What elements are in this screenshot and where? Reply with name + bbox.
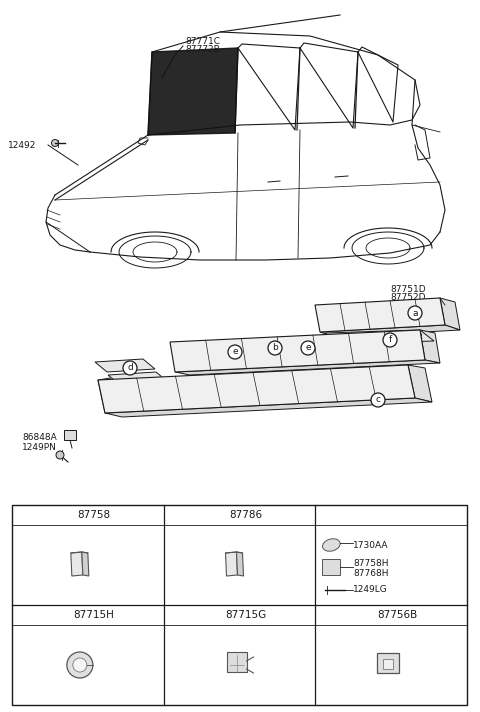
- Text: 87756G: 87756G: [388, 342, 424, 350]
- Text: c: c: [375, 395, 381, 404]
- Text: 87721N: 87721N: [328, 385, 363, 394]
- Polygon shape: [175, 360, 440, 375]
- Text: 87758H: 87758H: [353, 560, 389, 568]
- Circle shape: [67, 652, 93, 678]
- Text: 87755B: 87755B: [388, 333, 423, 342]
- Polygon shape: [148, 48, 238, 135]
- Circle shape: [123, 361, 137, 375]
- Text: e: e: [305, 343, 311, 352]
- Polygon shape: [325, 330, 434, 344]
- Text: 87786: 87786: [229, 510, 262, 520]
- Text: 87715H: 87715H: [73, 610, 114, 620]
- Circle shape: [15, 508, 28, 521]
- Text: b: b: [171, 511, 176, 520]
- Polygon shape: [95, 359, 155, 372]
- FancyBboxPatch shape: [377, 653, 399, 673]
- Text: 1730AA: 1730AA: [353, 540, 389, 550]
- FancyBboxPatch shape: [383, 659, 393, 669]
- Circle shape: [301, 341, 315, 355]
- Text: 87758: 87758: [77, 510, 110, 520]
- Text: 87711B: 87711B: [188, 355, 223, 365]
- Polygon shape: [71, 552, 83, 576]
- Text: d: d: [19, 610, 24, 619]
- Text: e: e: [232, 347, 238, 357]
- Polygon shape: [208, 342, 275, 356]
- Text: 87722N: 87722N: [328, 394, 363, 402]
- Text: 87715G: 87715G: [225, 610, 266, 620]
- FancyBboxPatch shape: [323, 559, 340, 575]
- FancyBboxPatch shape: [227, 652, 247, 672]
- Circle shape: [15, 609, 28, 622]
- Polygon shape: [320, 325, 460, 337]
- Polygon shape: [105, 398, 432, 417]
- Text: 87756B: 87756B: [377, 610, 417, 620]
- Text: 1249LG: 1249LG: [353, 585, 388, 595]
- Polygon shape: [82, 552, 89, 576]
- Circle shape: [371, 393, 385, 407]
- Circle shape: [319, 609, 332, 622]
- Text: f: f: [324, 610, 327, 619]
- Polygon shape: [98, 365, 415, 413]
- Text: 12492: 12492: [8, 140, 36, 150]
- Ellipse shape: [323, 539, 340, 551]
- Text: f: f: [388, 335, 392, 345]
- Text: b: b: [272, 343, 278, 352]
- Text: c: c: [323, 511, 328, 520]
- Polygon shape: [108, 372, 168, 385]
- Text: e: e: [171, 610, 176, 619]
- Circle shape: [408, 306, 422, 320]
- Bar: [12, 505, 467, 705]
- Text: a: a: [412, 308, 418, 318]
- Polygon shape: [440, 298, 460, 330]
- Polygon shape: [237, 552, 243, 576]
- Polygon shape: [226, 552, 238, 576]
- Text: 87772B: 87772B: [185, 46, 220, 55]
- Polygon shape: [315, 298, 445, 332]
- Text: 86848A: 86848A: [22, 434, 57, 442]
- Circle shape: [73, 658, 87, 672]
- Circle shape: [383, 333, 397, 347]
- Text: 87752D: 87752D: [390, 293, 425, 303]
- Text: 87751D: 87751D: [390, 286, 426, 295]
- Text: a: a: [19, 511, 24, 520]
- Circle shape: [228, 345, 242, 359]
- Polygon shape: [170, 330, 425, 372]
- Text: 1249PN: 1249PN: [22, 444, 57, 453]
- Text: 87771C: 87771C: [185, 38, 220, 46]
- Circle shape: [268, 341, 282, 355]
- Circle shape: [319, 508, 332, 521]
- FancyBboxPatch shape: [64, 430, 76, 440]
- Polygon shape: [98, 378, 117, 413]
- Circle shape: [167, 508, 180, 521]
- Text: 87712B: 87712B: [188, 364, 223, 372]
- Polygon shape: [420, 330, 440, 363]
- Text: 87768H: 87768H: [353, 568, 389, 577]
- Circle shape: [167, 609, 180, 622]
- Circle shape: [51, 140, 59, 147]
- Circle shape: [56, 451, 64, 459]
- Polygon shape: [270, 337, 354, 351]
- Polygon shape: [408, 365, 432, 402]
- Text: d: d: [127, 364, 133, 372]
